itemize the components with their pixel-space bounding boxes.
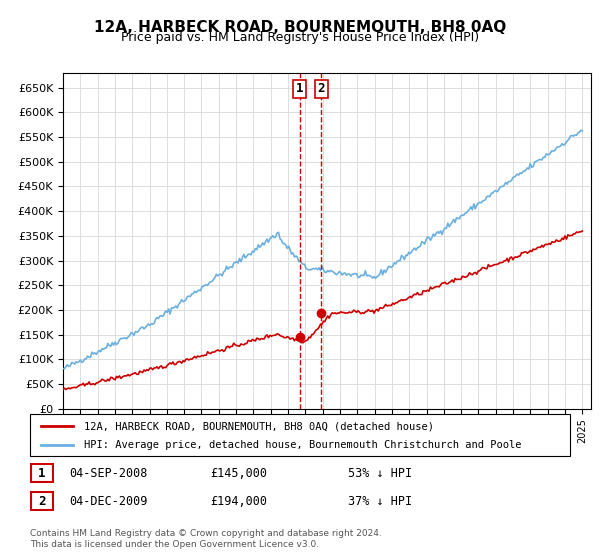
Text: 2: 2 [38, 494, 46, 508]
Text: Price paid vs. HM Land Registry's House Price Index (HPI): Price paid vs. HM Land Registry's House … [121, 31, 479, 44]
Text: 04-DEC-2009: 04-DEC-2009 [69, 494, 148, 508]
Text: 37% ↓ HPI: 37% ↓ HPI [348, 494, 412, 508]
Text: £145,000: £145,000 [210, 466, 267, 480]
Text: £194,000: £194,000 [210, 494, 267, 508]
Text: 2: 2 [317, 82, 325, 95]
FancyBboxPatch shape [31, 492, 53, 510]
Text: 53% ↓ HPI: 53% ↓ HPI [348, 466, 412, 480]
Text: 1: 1 [38, 466, 46, 480]
Text: 12A, HARBECK ROAD, BOURNEMOUTH, BH8 0AQ: 12A, HARBECK ROAD, BOURNEMOUTH, BH8 0AQ [94, 20, 506, 35]
FancyBboxPatch shape [30, 414, 570, 456]
FancyBboxPatch shape [31, 464, 53, 482]
Text: Contains HM Land Registry data © Crown copyright and database right 2024.
This d: Contains HM Land Registry data © Crown c… [30, 529, 382, 549]
Text: 1: 1 [296, 82, 304, 95]
Text: 04-SEP-2008: 04-SEP-2008 [69, 466, 148, 480]
Text: 12A, HARBECK ROAD, BOURNEMOUTH, BH8 0AQ (detached house): 12A, HARBECK ROAD, BOURNEMOUTH, BH8 0AQ … [84, 421, 434, 431]
Text: HPI: Average price, detached house, Bournemouth Christchurch and Poole: HPI: Average price, detached house, Bour… [84, 440, 521, 450]
